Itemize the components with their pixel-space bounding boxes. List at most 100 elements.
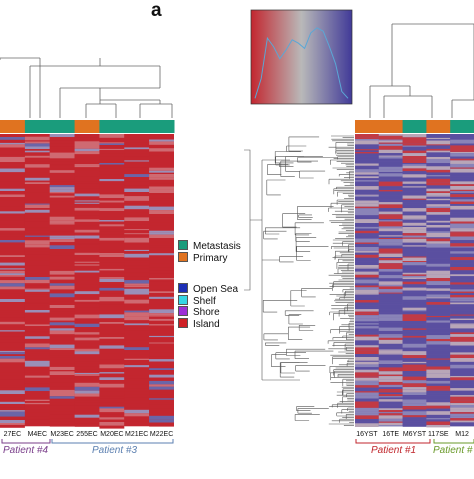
heatmap-cell: [99, 425, 125, 429]
heatmap-cell: [99, 359, 125, 362]
heatmap-cell: [355, 313, 379, 316]
heatmap-cell: [450, 372, 474, 376]
right-heatmap: [355, 134, 474, 428]
heatmap-cell: [24, 176, 50, 178]
heatmap-cell: [149, 281, 174, 286]
heatmap-cell: [378, 322, 403, 324]
heatmap-cell: [149, 366, 174, 369]
heatmap-cell: [74, 221, 100, 226]
heatmap-cell: [24, 319, 50, 323]
heatmap-cell: [0, 144, 25, 148]
heatmap-cell: [99, 398, 125, 403]
heatmap-cell: [450, 324, 474, 329]
heatmap-cell: [426, 341, 451, 345]
heatmap-cell: [124, 212, 150, 216]
heatmap-cell: [426, 241, 451, 244]
heatmap-cell: [74, 201, 100, 203]
bracket-patient-1: [355, 439, 431, 444]
heatmap-cell: [355, 192, 379, 195]
heatmap-cell: [378, 191, 403, 196]
heatmap-cell: [402, 183, 427, 187]
heatmap-cell: [49, 211, 75, 216]
heatmap-cell: [24, 313, 50, 317]
heatmap-cell: [426, 297, 451, 299]
heatmap-cell: [402, 140, 427, 144]
heatmap-cell: [124, 403, 150, 408]
heatmap-cell: [99, 284, 125, 286]
heatmap-cell: [402, 233, 427, 236]
heatmap-cell: [402, 421, 427, 424]
heatmap-cell: [124, 200, 150, 204]
heatmap-cell: [402, 171, 427, 173]
heatmap-cell: [99, 322, 125, 324]
heatmap-cell: [49, 192, 75, 194]
heatmap-cell: [99, 414, 125, 417]
heatmap-cell: [378, 316, 403, 318]
heatmap-cell: [49, 359, 75, 362]
heatmap-cell: [49, 229, 75, 232]
heatmap-cell: [402, 222, 427, 226]
heatmap-cell: [74, 186, 100, 189]
heatmap-cell: [24, 342, 50, 344]
heatmap-cell: [99, 265, 125, 269]
heatmap-cell: [402, 174, 427, 178]
heatmap-cell: [99, 137, 125, 141]
heatmap-cell: [426, 290, 451, 295]
left-sample-label-6: M22EC: [150, 431, 173, 438]
heatmap-cell: [378, 405, 403, 409]
heatmap-cell: [378, 230, 403, 232]
heatmap-cell: [124, 237, 150, 242]
heatmap-cell: [355, 268, 379, 272]
legend-tissue: Metastasis Primary: [178, 240, 241, 264]
heatmap-cell: [378, 155, 403, 157]
heatmap-cell: [0, 168, 25, 173]
heatmap-cell: [99, 268, 125, 271]
left-annotation-3: [74, 120, 100, 133]
heatmap-cell: [99, 422, 125, 426]
heatmap-cell: [426, 231, 451, 233]
heatmap-cell: [402, 380, 427, 384]
heatmap-cell: [450, 364, 474, 369]
heatmap-cell: [99, 213, 125, 217]
heatmap-cell: [402, 272, 427, 275]
heatmap-cell: [149, 365, 174, 367]
heatmap-cell: [450, 189, 474, 192]
heatmap-cell: [402, 269, 427, 273]
heatmap-cell: [124, 370, 150, 374]
heatmap-cell: [49, 170, 75, 173]
heatmap-cell: [402, 159, 427, 164]
heatmap-cell: [378, 143, 403, 146]
heatmap-cell: [74, 134, 100, 138]
heatmap-cell: [49, 175, 75, 179]
heatmap-cell: [378, 173, 403, 177]
heatmap-cell: [450, 279, 474, 283]
heatmap-cell: [402, 334, 427, 336]
heatmap-cell: [355, 219, 379, 223]
heatmap-cell: [149, 370, 174, 374]
heatmap-cell: [49, 348, 75, 351]
heatmap-cell: [24, 197, 50, 201]
heatmap-cell: [149, 193, 174, 195]
heatmap-cell: [149, 377, 174, 381]
heatmap-cell: [378, 221, 403, 225]
heatmap-cell: [49, 396, 75, 399]
heatmap-cell: [24, 273, 50, 278]
heatmap-cell: [450, 287, 474, 290]
heatmap-cell: [0, 261, 25, 263]
heatmap-cell: [124, 252, 150, 254]
heatmap-cell: [99, 140, 125, 143]
heatmap-cell: [99, 308, 125, 311]
heatmap-cell: [24, 155, 50, 158]
heatmap-cell: [450, 270, 474, 275]
heatmap-cell: [450, 172, 474, 177]
heatmap-cell: [149, 316, 174, 319]
heatmap-cell: [355, 294, 379, 298]
heatmap-cell: [24, 174, 50, 177]
heatmap-cell: [124, 144, 150, 148]
heatmap-cell: [149, 359, 174, 362]
heatmap-cell: [450, 192, 474, 195]
heatmap-cell: [450, 304, 474, 307]
heatmap-cell: [450, 282, 474, 285]
heatmap-cell: [124, 345, 150, 348]
heatmap-cell: [124, 177, 150, 179]
